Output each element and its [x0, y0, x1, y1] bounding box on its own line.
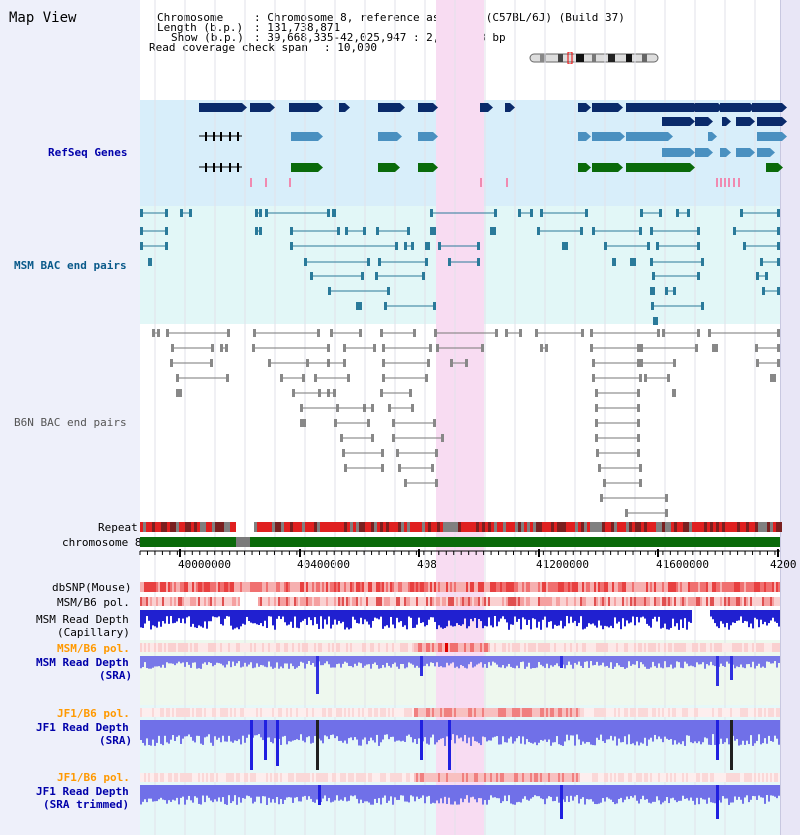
track-label-jf1-depth-sra[interactable]: JF1 Read Depth: [36, 721, 129, 734]
length-key: Length (b.p.): [157, 21, 244, 34]
track-label-msm-bac[interactable]: MSM BAC end pairs: [14, 259, 127, 272]
track-label-jf1-depth-sra-sub: (SRA): [99, 734, 133, 747]
chromosome-ideogram[interactable]: [528, 52, 660, 64]
track-label-msm-depth-sra-sub: (SRA): [99, 669, 133, 682]
track-label-b6n-bac[interactable]: B6N BAC end pairs: [14, 416, 127, 429]
track-label-msm-depth-cap-sub: (Capillary): [57, 626, 130, 639]
axis-tick-label: 40000000: [178, 558, 231, 571]
show-key: Show (b.p.): [171, 31, 244, 44]
axis-tick-label: 40400000: [297, 558, 350, 571]
track-label-refseq[interactable]: RefSeq Genes: [48, 146, 128, 159]
track-label-chromosome[interactable]: chromosome 8: [62, 536, 142, 549]
track-label-dbsnp[interactable]: dbSNP(Mouse): [52, 581, 132, 594]
coverage-key: Read coverage check span: [149, 41, 308, 54]
plot-area: [140, 0, 780, 835]
axis-tick-label: 41600000: [656, 558, 709, 571]
track-label-jf1-depth-trim-sub: (SRA trimmed): [43, 798, 130, 811]
track-label-msm-b6-pol-1[interactable]: MSM/B6 pol.: [57, 596, 130, 609]
track-label-jf1-b6-pol-1[interactable]: JF1/B6 pol.: [57, 707, 130, 720]
axis-tick-label: 41200000: [536, 558, 589, 571]
track-label-msm-depth-cap[interactable]: MSM Read Depth: [36, 613, 129, 626]
scroll-strip[interactable]: [780, 0, 800, 835]
track-label-jf1-b6-pol-2[interactable]: JF1/B6 pol.: [57, 771, 130, 784]
axis-tick-label: 4200: [770, 558, 797, 571]
page-title: Map View: [9, 10, 77, 26]
track-label-msm-depth-sra[interactable]: MSM Read Depth: [36, 656, 129, 669]
axis-tick-label: 40800000: [417, 558, 470, 571]
length-value: : 131,738,871: [254, 21, 341, 34]
track-label-repeat[interactable]: Repeat: [98, 521, 138, 534]
track-label-jf1-depth-trim[interactable]: JF1 Read Depth: [36, 785, 129, 798]
chromosome-key: Chromosome: [157, 11, 224, 24]
track-label-msm-b6-pol-2[interactable]: MSM/B6 pol.: [57, 642, 130, 655]
coverage-value: : 10,000: [324, 41, 377, 54]
